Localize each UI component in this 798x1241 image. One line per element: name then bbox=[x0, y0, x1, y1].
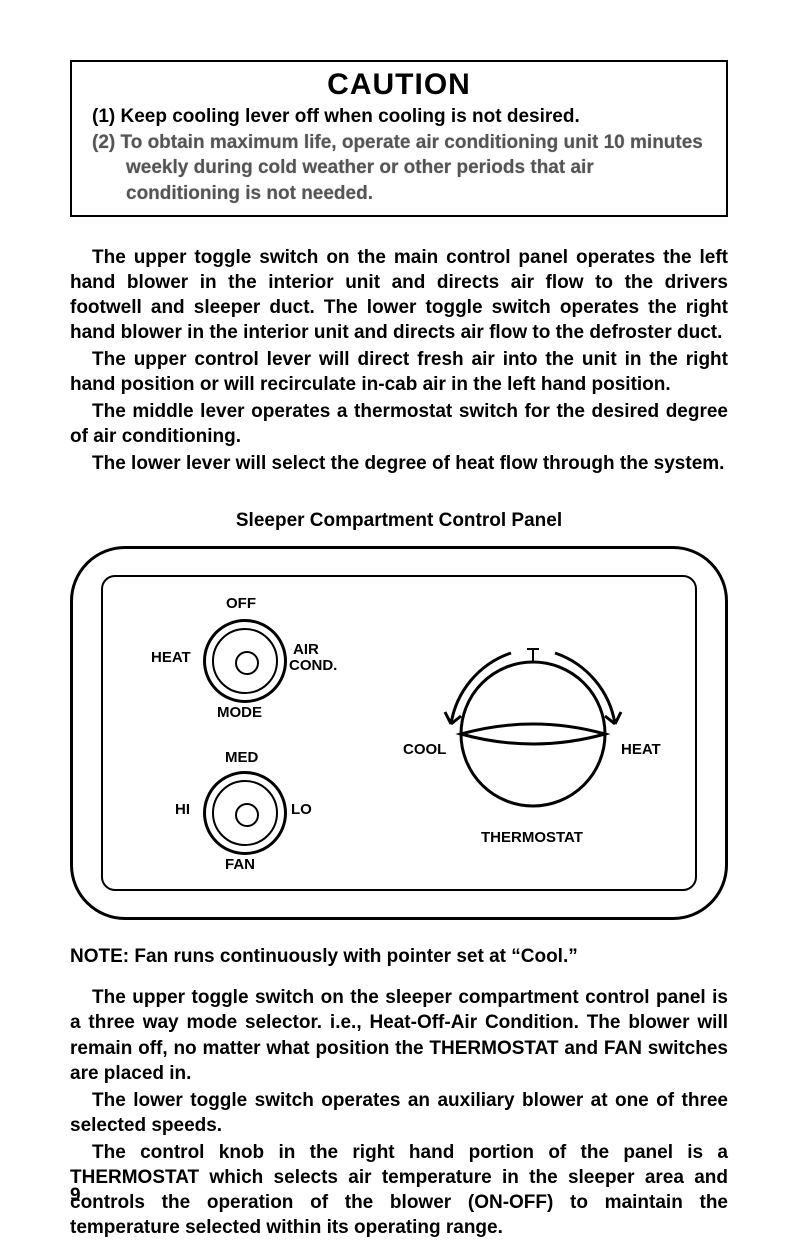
mode-off-label: OFF bbox=[226, 595, 256, 612]
fan-hi-label: HI bbox=[175, 801, 190, 818]
body-text-upper: The upper toggle switch on the main cont… bbox=[70, 245, 728, 477]
thermostat-icon bbox=[403, 639, 663, 839]
caution-item-2: (2) To obtain maximum life, operate air … bbox=[92, 130, 706, 207]
fan-lo-label: LO bbox=[291, 801, 312, 818]
paragraph: The lower lever will select the degree o… bbox=[70, 451, 728, 476]
thermo-cool-label: COOL bbox=[403, 741, 446, 758]
mode-heat-label: HEAT bbox=[151, 649, 191, 666]
thermo-label: THERMOSTAT bbox=[481, 829, 583, 846]
mode-label: MODE bbox=[217, 704, 262, 721]
note-text: NOTE: Fan runs continuously with pointer… bbox=[70, 944, 728, 969]
mode-knob bbox=[203, 619, 287, 703]
thermo-heat-label: HEAT bbox=[621, 741, 661, 758]
mode-ac-label-1: AIR bbox=[293, 641, 319, 658]
caution-item-1: (1) Keep cooling lever off when cooling … bbox=[92, 104, 706, 130]
fan-med-label: MED bbox=[225, 749, 258, 766]
paragraph: The upper control lever will direct fres… bbox=[70, 347, 728, 397]
body-text-lower: NOTE: Fan runs continuously with pointer… bbox=[70, 944, 728, 1240]
paragraph: The upper toggle switch on the main cont… bbox=[70, 245, 728, 345]
fan-knob bbox=[203, 771, 287, 855]
paragraph: The control knob in the right hand porti… bbox=[70, 1140, 728, 1240]
caution-box: CAUTION (1) Keep cooling lever off when … bbox=[70, 60, 728, 217]
paragraph: The middle lever operates a thermostat s… bbox=[70, 399, 728, 449]
page-number: 9 bbox=[70, 1185, 81, 1207]
caution-title: CAUTION bbox=[92, 68, 706, 102]
paragraph: The upper toggle switch on the sleeper c… bbox=[70, 985, 728, 1085]
paragraph: The lower toggle switch operates an auxi… bbox=[70, 1088, 728, 1138]
control-panel-diagram: OFF HEAT AIR COND. MODE MED HI LO FAN bbox=[70, 546, 728, 920]
section-title: Sleeper Compartment Control Panel bbox=[70, 510, 728, 532]
fan-label: FAN bbox=[225, 856, 255, 873]
mode-ac-label-2: COND. bbox=[289, 657, 337, 674]
